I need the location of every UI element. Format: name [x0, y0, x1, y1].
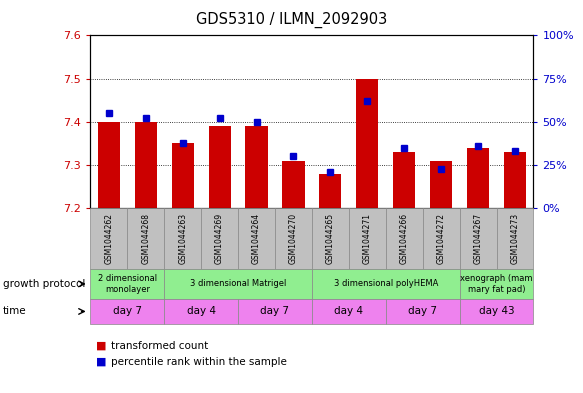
- Text: 2 dimensional
monolayer: 2 dimensional monolayer: [98, 274, 157, 294]
- Bar: [504, 152, 526, 208]
- Bar: [98, 122, 120, 208]
- Text: day 4: day 4: [187, 307, 216, 316]
- Text: GSM1044268: GSM1044268: [141, 213, 150, 264]
- Text: GSM1044272: GSM1044272: [437, 213, 445, 264]
- Text: day 7: day 7: [261, 307, 290, 316]
- Text: day 7: day 7: [113, 307, 142, 316]
- Bar: [319, 174, 342, 208]
- Text: GSM1044267: GSM1044267: [473, 213, 483, 264]
- Text: ■: ■: [96, 341, 107, 351]
- Text: transformed count: transformed count: [111, 341, 208, 351]
- Text: GDS5310 / ILMN_2092903: GDS5310 / ILMN_2092903: [196, 12, 387, 28]
- Text: GSM1044273: GSM1044273: [511, 213, 519, 264]
- Text: day 43: day 43: [479, 307, 514, 316]
- Text: GSM1044269: GSM1044269: [215, 213, 224, 264]
- Bar: [245, 126, 268, 208]
- Bar: [356, 79, 378, 208]
- Text: GSM1044263: GSM1044263: [178, 213, 187, 264]
- Bar: [171, 143, 194, 208]
- Text: day 7: day 7: [408, 307, 437, 316]
- Bar: [467, 148, 489, 208]
- Text: GSM1044270: GSM1044270: [289, 213, 298, 264]
- Text: xenograph (mam
mary fat pad): xenograph (mam mary fat pad): [460, 274, 533, 294]
- Text: ■: ■: [96, 356, 107, 367]
- Text: GSM1044262: GSM1044262: [104, 213, 113, 264]
- Bar: [209, 126, 231, 208]
- Text: day 4: day 4: [334, 307, 363, 316]
- Text: GSM1044265: GSM1044265: [326, 213, 335, 264]
- Text: percentile rank within the sample: percentile rank within the sample: [111, 356, 287, 367]
- Bar: [135, 122, 157, 208]
- Text: 3 dimensional polyHEMA: 3 dimensional polyHEMA: [333, 279, 438, 288]
- Text: time: time: [3, 307, 27, 316]
- Text: growth protocol: growth protocol: [3, 279, 85, 289]
- Bar: [282, 161, 304, 208]
- Text: GSM1044266: GSM1044266: [400, 213, 409, 264]
- Text: 3 dimensional Matrigel: 3 dimensional Matrigel: [190, 279, 286, 288]
- Text: GSM1044271: GSM1044271: [363, 213, 372, 264]
- Bar: [430, 161, 452, 208]
- Text: GSM1044264: GSM1044264: [252, 213, 261, 264]
- Bar: [393, 152, 415, 208]
